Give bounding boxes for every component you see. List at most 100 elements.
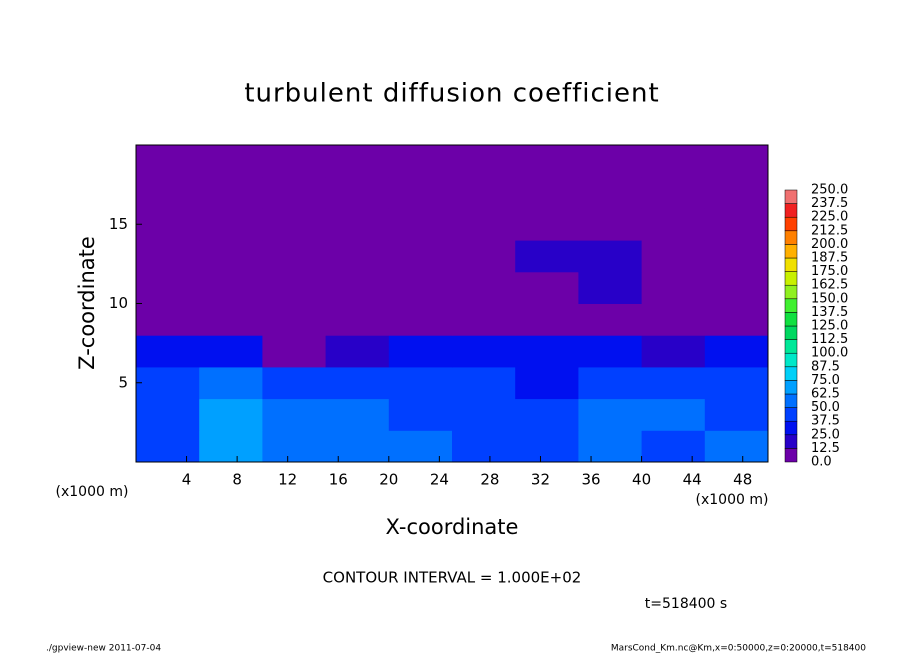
colorbar-swatch xyxy=(784,257,798,272)
x-tick-label: 36 xyxy=(581,471,600,489)
x-tick-label: 4 xyxy=(182,471,192,489)
cell xyxy=(641,366,706,400)
colorbar-label: 137.5 xyxy=(811,305,848,320)
colorbar-swatch xyxy=(784,284,798,300)
cell xyxy=(578,271,643,304)
colorbar-swatch xyxy=(784,271,798,286)
cell xyxy=(262,208,327,241)
cell xyxy=(136,208,200,241)
cell xyxy=(325,176,390,209)
cell xyxy=(388,271,453,304)
cell xyxy=(325,430,390,463)
chart-title: turbulent diffusion coefficient xyxy=(244,79,659,109)
cell xyxy=(262,271,327,304)
cell xyxy=(136,176,200,209)
colorbar-label: 37.5 xyxy=(811,414,840,429)
cell xyxy=(515,145,579,178)
colorbar-swatch xyxy=(784,230,798,245)
cell xyxy=(641,145,706,178)
cell xyxy=(325,398,390,431)
cell xyxy=(262,145,327,178)
cell xyxy=(515,366,579,400)
colorbar-label: 75.0 xyxy=(811,373,840,388)
cell xyxy=(262,366,327,400)
cell xyxy=(199,303,263,336)
colorbar-swatch xyxy=(784,434,798,449)
cell xyxy=(641,430,706,463)
cell xyxy=(704,430,769,463)
cell xyxy=(136,145,200,178)
cell xyxy=(262,303,327,336)
colorbar-swatch xyxy=(784,352,798,368)
cell xyxy=(325,335,390,368)
cell xyxy=(578,398,643,431)
colorbar-swatch xyxy=(784,448,798,463)
cell xyxy=(704,145,769,178)
cell xyxy=(136,271,200,304)
cell xyxy=(452,271,516,304)
x-tick-label: 20 xyxy=(379,471,398,489)
footer-left: ./gpview-new 2011-07-04 xyxy=(46,644,161,654)
y-unit: (x1000 m) xyxy=(56,484,129,500)
cell xyxy=(262,176,327,209)
colorbar-label: 175.0 xyxy=(811,264,848,279)
cell xyxy=(515,398,579,431)
y-tick-label: 15 xyxy=(109,215,128,233)
cell xyxy=(199,145,263,178)
colorbar-label: 150.0 xyxy=(811,291,848,306)
x-tick-label: 40 xyxy=(632,471,651,489)
colorbar-swatch xyxy=(784,244,798,259)
colorbar-label: 25.0 xyxy=(811,427,840,442)
cell xyxy=(452,303,516,336)
cell xyxy=(641,271,706,304)
x-unit: (x1000 m) xyxy=(696,492,769,508)
cell xyxy=(136,430,200,463)
colorbar-swatch xyxy=(784,420,798,436)
colorbar-label: 237.5 xyxy=(811,196,848,211)
cell xyxy=(199,208,263,241)
x-tick-label: 24 xyxy=(430,471,449,489)
cell xyxy=(136,398,200,431)
cell xyxy=(704,240,769,273)
cell xyxy=(515,335,579,368)
colorbar-label: 225.0 xyxy=(811,210,848,225)
x-tick-label: 48 xyxy=(733,471,752,489)
cell xyxy=(388,430,453,463)
colorbar-swatch xyxy=(784,189,798,204)
colorbar-swatch xyxy=(784,393,798,408)
cell xyxy=(452,398,516,431)
cell xyxy=(641,176,706,209)
cell xyxy=(262,240,327,273)
cell xyxy=(515,208,579,241)
cell xyxy=(515,303,579,336)
cell xyxy=(388,208,453,241)
cell xyxy=(641,240,706,273)
cell xyxy=(199,366,263,400)
colorbar-swatch xyxy=(784,325,798,340)
cell xyxy=(578,176,643,209)
cell xyxy=(262,335,327,368)
colorbar-label: 87.5 xyxy=(811,359,840,374)
cell xyxy=(515,176,579,209)
colorbar-swatch xyxy=(784,407,798,422)
cell xyxy=(704,398,769,431)
cell xyxy=(515,430,579,463)
cell xyxy=(452,176,516,209)
colorbar-label: 62.5 xyxy=(811,387,840,402)
cell xyxy=(704,303,769,336)
cell xyxy=(641,303,706,336)
cell xyxy=(704,176,769,209)
cell xyxy=(515,271,579,304)
cell xyxy=(388,145,453,178)
colorbar-label: 187.5 xyxy=(811,251,848,266)
cell xyxy=(136,366,200,400)
colorbar-swatch xyxy=(784,339,798,354)
cell xyxy=(199,335,263,368)
cell xyxy=(136,303,200,336)
cell xyxy=(199,271,263,304)
cell xyxy=(578,240,643,273)
cell xyxy=(325,208,390,241)
x-tick-label: 12 xyxy=(278,471,297,489)
cell xyxy=(578,430,643,463)
